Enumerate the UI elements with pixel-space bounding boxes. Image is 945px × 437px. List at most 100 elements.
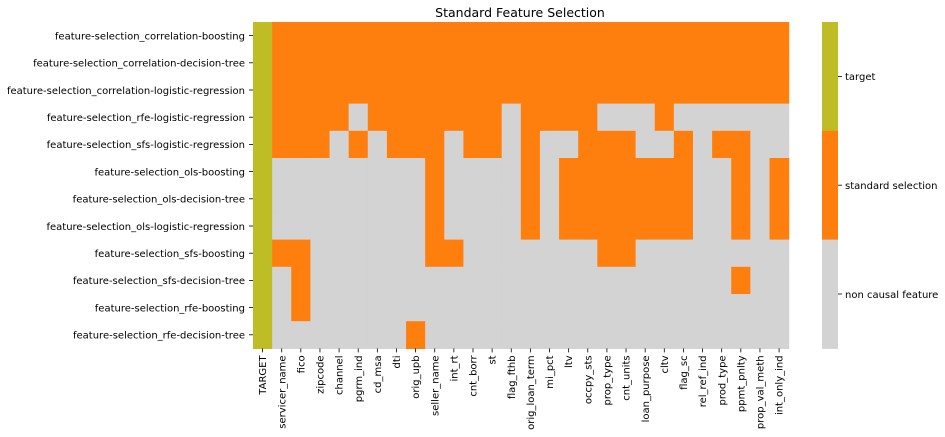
heatmap-cell xyxy=(520,185,541,213)
heatmap-cell xyxy=(692,239,713,268)
heatmap-cell xyxy=(348,76,369,105)
heatmap-cell xyxy=(444,76,465,105)
heatmap-cell xyxy=(463,185,484,213)
heatmap-cell xyxy=(367,158,388,186)
heatmap-cell xyxy=(750,294,771,322)
heatmap-cell xyxy=(673,103,694,132)
heatmap-cell xyxy=(559,239,579,268)
column-label-prop-type: prop_type xyxy=(603,355,614,405)
heatmap-cell xyxy=(597,212,618,241)
heatmap-cell xyxy=(616,158,637,186)
heatmap-cell xyxy=(329,212,350,241)
heatmap-cell xyxy=(635,22,656,50)
heatmap-cell xyxy=(463,22,484,50)
heatmap-cell xyxy=(329,239,350,268)
heatmap-cell xyxy=(654,76,675,105)
heatmap-cell xyxy=(501,294,522,322)
heatmap-cell xyxy=(635,321,656,349)
heatmap-cell xyxy=(539,49,560,77)
heatmap-cell xyxy=(731,103,751,132)
heatmap-cell xyxy=(520,49,541,77)
heatmap-cell xyxy=(539,239,560,268)
heatmap-cell xyxy=(769,266,790,295)
heatmap-cell xyxy=(731,22,751,50)
heatmap-cell xyxy=(597,321,618,349)
heatmap-cell xyxy=(692,185,713,213)
column-label-int-rt: int_rt xyxy=(449,355,460,381)
heatmap-cell xyxy=(291,103,311,132)
column-label-cd-msa: cd_msa xyxy=(373,355,384,393)
row-labels: feature-selection_correlation-boostingfe… xyxy=(7,31,253,342)
heatmap-cell xyxy=(578,103,598,132)
heatmap-cell xyxy=(635,294,656,322)
heatmap-cell xyxy=(750,130,771,159)
heatmap-cell xyxy=(253,185,273,213)
heatmap-cell xyxy=(559,49,579,77)
heatmap-cell xyxy=(539,185,560,213)
row-label-feature-selection-sfs-logistic-regression: feature-selection_sfs-logistic-regressio… xyxy=(47,140,245,151)
heatmap-cell xyxy=(578,158,598,186)
heatmap-cell xyxy=(253,212,273,241)
heatmap-cell xyxy=(559,321,579,349)
heatmap-cell xyxy=(578,130,598,159)
heatmap-cell xyxy=(769,158,790,186)
column-label-ltv: ltv xyxy=(564,355,575,368)
heatmap-cell xyxy=(578,49,598,77)
heatmap-cell xyxy=(559,294,579,322)
heatmap-cells xyxy=(253,22,790,349)
column-label-cnt-borr: cnt_borr xyxy=(469,355,480,397)
heatmap-cell xyxy=(406,185,426,213)
heatmap-cell xyxy=(712,239,732,268)
heatmap-cell xyxy=(750,266,771,295)
heatmap-cell xyxy=(654,239,675,268)
heatmap-cell xyxy=(291,76,311,105)
heatmap-cell xyxy=(482,49,503,77)
heatmap-cell xyxy=(673,76,694,105)
heatmap-cell xyxy=(712,49,732,77)
heatmap-cell xyxy=(253,321,273,349)
heatmap-cell xyxy=(520,103,541,132)
heatmap-cell xyxy=(501,185,522,213)
heatmap-cell xyxy=(673,22,694,50)
heatmap-cell xyxy=(367,185,388,213)
colorbar-segment-non-causal-feature xyxy=(822,239,838,349)
heatmap-cell xyxy=(310,76,331,105)
heatmap-cell xyxy=(616,266,637,295)
heatmap-cell xyxy=(272,239,292,268)
heatmap-cell xyxy=(539,212,560,241)
row-label-feature-selection-sfs-decision-tree: feature-selection_sfs-decision-tree xyxy=(73,276,245,287)
heatmap-cell xyxy=(348,239,369,268)
heatmap-cell xyxy=(616,185,637,213)
heatmap-cell xyxy=(559,158,579,186)
heatmap-cell xyxy=(520,212,541,241)
row-label-feature-selection-rfe-decision-tree: feature-selection_rfe-decision-tree xyxy=(73,331,245,342)
heatmap-cell xyxy=(501,22,522,50)
heatmap-cell xyxy=(520,239,541,268)
heatmap-cell xyxy=(616,239,637,268)
heatmap-cell xyxy=(635,49,656,77)
column-label-st: st xyxy=(488,355,499,364)
heatmap-cell xyxy=(329,294,350,322)
heatmap-cell xyxy=(539,158,560,186)
heatmap-cell xyxy=(731,185,751,213)
heatmap-cell xyxy=(520,158,541,186)
heatmap-cell xyxy=(769,76,790,105)
heatmap-cell xyxy=(578,321,598,349)
heatmap-cell xyxy=(750,212,771,241)
heatmap-cell xyxy=(425,266,445,295)
colorbar: target standard selection non causal featu… xyxy=(822,22,938,349)
heatmap-cell xyxy=(635,185,656,213)
heatmap-cell xyxy=(482,212,503,241)
heatmap-cell xyxy=(291,294,311,322)
heatmap-cell xyxy=(425,76,445,105)
heatmap-cell xyxy=(750,158,771,186)
heatmap-cell xyxy=(367,76,388,105)
column-label-loan-purpose: loan_purpose xyxy=(641,355,652,422)
heatmap-cell xyxy=(520,130,541,159)
heatmap-cell xyxy=(578,239,598,268)
heatmap-cell xyxy=(310,185,331,213)
heatmap-cell xyxy=(635,266,656,295)
heatmap-cell xyxy=(692,49,713,77)
column-label-flag-fthb: flag_fthb xyxy=(507,355,518,399)
colorbar-segment-target xyxy=(822,22,838,132)
